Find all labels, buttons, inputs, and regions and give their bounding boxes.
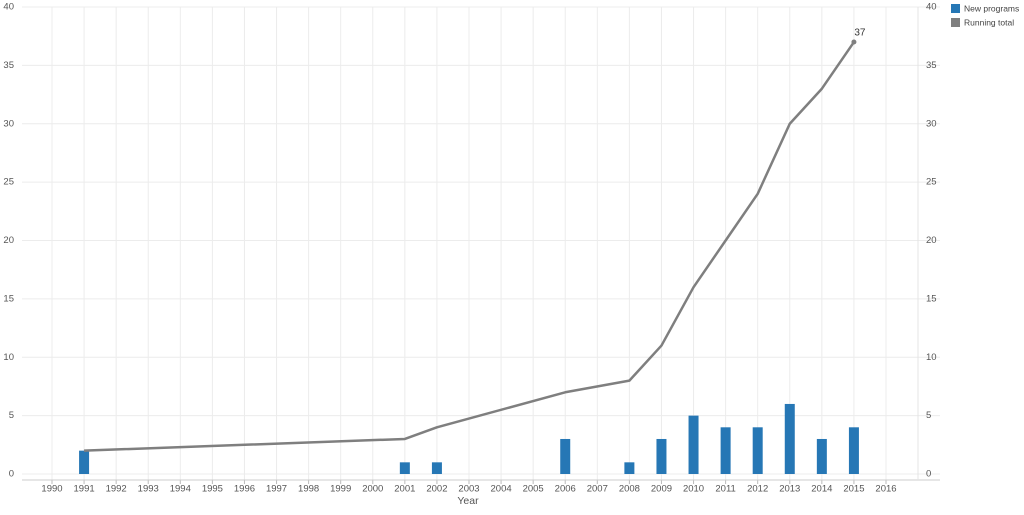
x-tick-label: 1990 [41, 484, 62, 495]
x-tick-label: 2006 [555, 484, 576, 495]
y2-tick-label: 15 [926, 293, 937, 304]
x-tick-label: 2000 [362, 484, 383, 495]
x-tick-label: 2003 [458, 484, 479, 495]
x-tick-label: 1993 [138, 484, 159, 495]
x-tick-label: 2001 [394, 484, 415, 495]
x-tick-label: 2014 [811, 484, 832, 495]
x-tick-label: 2005 [523, 484, 544, 495]
y2-tick-label: 0 [926, 469, 931, 480]
y2-tick-label: 35 [926, 60, 937, 71]
end-point [851, 39, 857, 45]
x-tick-label: 2004 [491, 484, 512, 495]
y-tick-label: 0 [9, 469, 14, 480]
x-tick-label: 2007 [587, 484, 608, 495]
y-tick-label: 30 [3, 118, 14, 129]
x-tick-label: 2015 [843, 484, 864, 495]
legend-label: Running total [964, 17, 1014, 27]
x-tick-label: 1994 [170, 484, 191, 495]
bar [79, 450, 90, 474]
line [84, 41, 855, 452]
x-axis-title: Year [457, 495, 479, 507]
y-tick-label: 5 [9, 410, 14, 421]
legend-label: New programs [964, 3, 1019, 13]
x-tick-label: 1999 [330, 484, 351, 495]
y-tick-label: 10 [3, 352, 14, 363]
y-tick-label: 20 [3, 235, 14, 246]
x-tick-label: 1995 [202, 484, 223, 495]
x-tick-label: 1991 [74, 484, 95, 495]
bar [431, 462, 442, 474]
bar [720, 427, 731, 474]
y-tick-label: 40 [3, 2, 14, 13]
y-tick-label: 25 [3, 177, 14, 188]
y2-tick-label: 30 [926, 118, 937, 129]
x-tick-label: 1996 [234, 484, 255, 495]
y-tick-label: 15 [3, 293, 14, 304]
bar [688, 415, 699, 474]
y2-tick-label: 5 [926, 410, 931, 421]
x-tick-label: 2013 [779, 484, 800, 495]
x-tick-label: 2016 [875, 484, 896, 495]
y2-tick-label: 25 [926, 177, 937, 188]
bar [656, 438, 667, 474]
y2-tick-label: 40 [926, 2, 937, 13]
x-tick-label: 2012 [747, 484, 768, 495]
x-tick-label: 1998 [298, 484, 319, 495]
y-tick-label: 35 [3, 60, 14, 71]
bar [816, 438, 827, 474]
bar [752, 427, 763, 474]
x-tick-label: 2002 [426, 484, 447, 495]
bar [624, 462, 635, 474]
y2-tick-label: 20 [926, 235, 937, 246]
x-tick-label: 2010 [683, 484, 704, 495]
x-tick-label: 1997 [266, 484, 287, 495]
x-tick-label: 1992 [106, 484, 127, 495]
legend-swatch [951, 4, 960, 13]
y2-tick-label: 10 [926, 352, 937, 363]
x-tick-label: 2011 [715, 484, 735, 495]
data-label: 37 [854, 28, 866, 39]
bar [848, 427, 859, 474]
bar [399, 462, 410, 474]
x-tick-label: 2009 [651, 484, 672, 495]
x-tick-label: 2008 [619, 484, 640, 495]
bar [784, 403, 795, 474]
legend-swatch [951, 18, 960, 27]
bar [560, 438, 571, 474]
